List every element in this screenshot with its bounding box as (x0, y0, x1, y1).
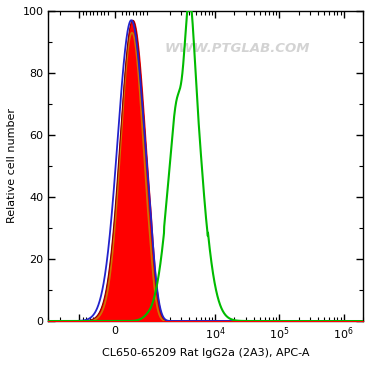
Y-axis label: Relative cell number: Relative cell number (7, 108, 17, 223)
X-axis label: CL650-65209 Rat IgG2a (2A3), APC-A: CL650-65209 Rat IgG2a (2A3), APC-A (102, 348, 309, 358)
Text: WWW.PTGLAB.COM: WWW.PTGLAB.COM (165, 42, 310, 55)
